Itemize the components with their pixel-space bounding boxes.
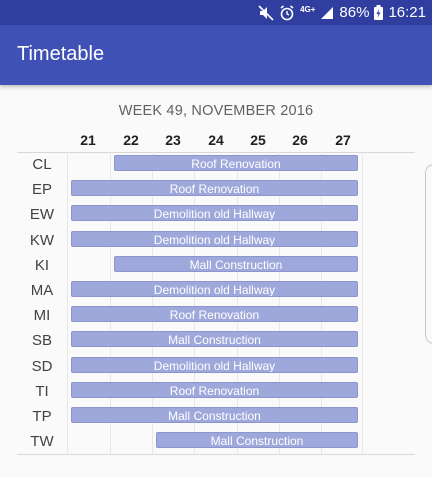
task-bar-tw[interactable]: Mall Construction bbox=[156, 432, 358, 448]
day-header-26: 26 bbox=[292, 132, 308, 148]
grid-top-line bbox=[17, 152, 415, 153]
app-bar: Timetable bbox=[0, 25, 432, 85]
day-column-divider bbox=[110, 152, 111, 454]
day-header-22: 22 bbox=[123, 132, 139, 148]
grid-bottom-line bbox=[17, 454, 415, 455]
row-label-ew: EW bbox=[29, 206, 55, 223]
battery-percent: 86% bbox=[339, 4, 370, 21]
day-column-divider bbox=[152, 152, 153, 454]
day-column-divider bbox=[362, 152, 363, 454]
task-bar-mi[interactable]: Roof Renovation bbox=[71, 306, 358, 322]
row-label-mi: MI bbox=[33, 307, 51, 324]
day-header-27: 27 bbox=[335, 132, 351, 148]
row-label-ep: EP bbox=[31, 181, 52, 198]
row-label-sb: SB bbox=[31, 332, 52, 349]
task-bar-sd[interactable]: Demolition old Hallway bbox=[71, 357, 358, 373]
task-bar-ep[interactable]: Roof Renovation bbox=[71, 180, 358, 196]
task-bar-cl[interactable]: Roof Renovation bbox=[114, 155, 358, 171]
row-label-kw: KW bbox=[29, 232, 55, 249]
battery-icon bbox=[374, 5, 384, 20]
task-bar-tp[interactable]: Mall Construction bbox=[71, 407, 358, 423]
status-icons: 4G+ 86% 16:21 bbox=[258, 0, 426, 25]
row-label-sd: SD bbox=[31, 358, 53, 375]
day-column-divider bbox=[321, 152, 322, 454]
timetable-content: WEEK 49, NOVEMBER 2016 bbox=[0, 85, 432, 477]
day-header-23: 23 bbox=[165, 132, 181, 148]
task-bar-ti[interactable]: Roof Renovation bbox=[71, 382, 358, 398]
day-header-21: 21 bbox=[80, 132, 96, 148]
signal-icon bbox=[320, 6, 334, 20]
app-title: Timetable bbox=[17, 43, 105, 65]
row-label-cl: CL bbox=[32, 156, 52, 173]
row-label-ma: MA bbox=[30, 282, 54, 299]
day-column-divider bbox=[237, 152, 238, 454]
day-header-24: 24 bbox=[208, 132, 224, 148]
network-type-label: 4G+ bbox=[300, 5, 316, 14]
task-bar-ki[interactable]: Mall Construction bbox=[114, 256, 358, 272]
alarm-icon bbox=[279, 4, 295, 21]
day-column-divider bbox=[194, 152, 195, 454]
task-bar-kw[interactable]: Demolition old Hallway bbox=[71, 231, 358, 247]
day-column-divider bbox=[67, 152, 68, 454]
row-label-tw: TW bbox=[30, 433, 54, 450]
task-bar-sb[interactable]: Mall Construction bbox=[71, 331, 358, 347]
edge-panel-handle[interactable] bbox=[425, 164, 432, 344]
week-title: WEEK 49, NOVEMBER 2016 bbox=[118, 103, 314, 119]
status-time: 16:21 bbox=[388, 4, 426, 21]
row-label-ki: KI bbox=[34, 257, 50, 274]
task-bar-ew[interactable]: Demolition old Hallway bbox=[71, 205, 358, 221]
day-header-25: 25 bbox=[250, 132, 266, 148]
status-bar: 4G+ 86% 16:21 bbox=[0, 0, 432, 25]
row-label-tp: TP bbox=[32, 408, 52, 425]
row-label-ti: TI bbox=[35, 383, 49, 400]
task-bar-ma[interactable]: Demolition old Hallway bbox=[71, 281, 358, 297]
day-column-divider bbox=[279, 152, 280, 454]
mute-icon bbox=[258, 4, 274, 21]
